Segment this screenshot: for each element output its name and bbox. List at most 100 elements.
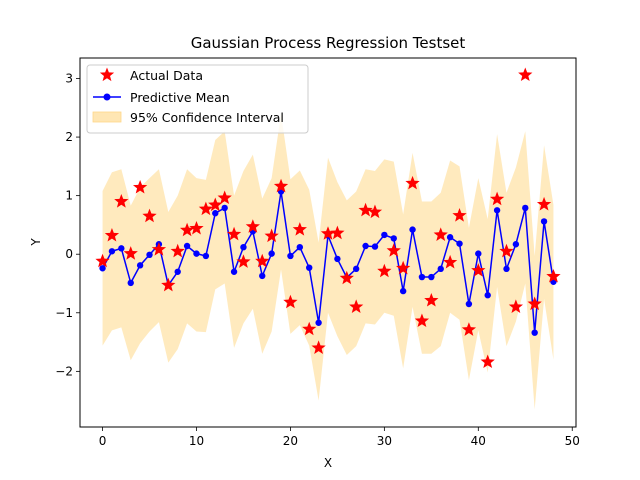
x-tick-label: 50 bbox=[565, 434, 580, 448]
legend-box bbox=[86, 64, 309, 134]
actual-data-point bbox=[330, 225, 345, 240]
actual-data-point bbox=[142, 208, 157, 223]
confidence-band bbox=[102, 113, 554, 410]
actual-data-point bbox=[264, 228, 279, 243]
actual-data-point bbox=[170, 243, 185, 258]
x-tick-label: 40 bbox=[471, 434, 486, 448]
predictive-mean-point bbox=[362, 242, 369, 250]
actual-data-point bbox=[339, 270, 354, 285]
predictive-mean-point bbox=[437, 265, 444, 273]
actual-data-point bbox=[424, 292, 439, 307]
x-axis-ticks: 0 10 20 30 40 50 bbox=[99, 427, 580, 448]
predictive-mean-point bbox=[212, 210, 219, 217]
actual-data-point bbox=[179, 222, 195, 237]
actual-data-point bbox=[546, 268, 561, 283]
y-tick-label: 3 bbox=[65, 72, 73, 86]
actual-data-point bbox=[226, 226, 242, 241]
predictive-mean-point bbox=[493, 207, 501, 214]
actual-data-point bbox=[405, 175, 420, 190]
y-axis-label: Y bbox=[29, 238, 43, 247]
actual-data-point bbox=[508, 299, 524, 313]
predictive-mean-point bbox=[465, 300, 473, 308]
actual-data-point bbox=[114, 194, 129, 208]
predictive-mean-point bbox=[418, 273, 426, 281]
predictive-mean-point bbox=[287, 252, 294, 260]
actual-data-point bbox=[104, 227, 120, 242]
confidence-band-layer bbox=[102, 113, 554, 410]
predictive-mean-point bbox=[428, 273, 435, 281]
actual-data-point bbox=[499, 243, 514, 258]
actual-data-point bbox=[311, 340, 326, 354]
actual-data-point bbox=[471, 263, 486, 277]
chart-title: Gaussian Process Regression Testset bbox=[191, 34, 466, 52]
predictive-mean-point bbox=[352, 265, 360, 273]
actual-data-point bbox=[236, 254, 251, 268]
predictive-mean-point bbox=[221, 204, 228, 212]
actual-data-point bbox=[95, 253, 110, 268]
y-tick-label: 2 bbox=[65, 130, 73, 144]
predictive-mean-point bbox=[183, 242, 191, 250]
actual-data-point bbox=[349, 299, 364, 313]
actual-data-point bbox=[433, 227, 448, 241]
x-tick-label: 10 bbox=[189, 434, 204, 448]
predictive-mean-point bbox=[503, 265, 510, 273]
plot-area bbox=[95, 67, 561, 410]
predictive-mean-point bbox=[540, 218, 548, 225]
x-tick-label: 0 bbox=[99, 434, 107, 448]
actual-data-layer bbox=[95, 67, 561, 369]
x-tick-label: 20 bbox=[283, 434, 298, 448]
actual-data-point bbox=[151, 242, 167, 256]
actual-data-point bbox=[302, 321, 317, 336]
predictive-mean-point bbox=[512, 241, 520, 248]
predictive-mean-point bbox=[259, 272, 266, 280]
actual-data-point bbox=[132, 179, 148, 194]
actual-data-point bbox=[536, 196, 552, 211]
actual-data-point bbox=[217, 190, 232, 205]
predictive-mean-point bbox=[531, 329, 538, 336]
actual-data-point bbox=[358, 202, 373, 217]
actual-data-point bbox=[442, 254, 458, 269]
predictive-mean-point bbox=[381, 231, 388, 239]
predictive-mean-point bbox=[390, 235, 397, 242]
actual-data-point bbox=[377, 263, 392, 278]
x-tick-label: 30 bbox=[377, 434, 392, 448]
predictive-mean-point bbox=[399, 287, 407, 295]
y-tick-label: −2 bbox=[55, 364, 73, 378]
actual-data-point bbox=[396, 260, 411, 275]
predictive-mean-point bbox=[334, 255, 341, 263]
predictive-mean-point bbox=[296, 243, 304, 251]
legend-label-mean: Predictive Mean bbox=[130, 90, 230, 105]
predictive-mean-point bbox=[146, 251, 153, 258]
predictive-mean-point bbox=[522, 204, 529, 212]
actual-data-point bbox=[518, 67, 533, 82]
y-axis-ticks: −2 −1 0 1 2 3 bbox=[55, 72, 80, 378]
legend-star-marker-icon bbox=[99, 67, 115, 82]
actual-data-point bbox=[452, 208, 467, 222]
predictive-mean-point bbox=[174, 268, 181, 275]
axes-frame bbox=[79, 57, 577, 428]
predictive-mean-point bbox=[108, 248, 116, 255]
predictive-mean-point bbox=[202, 252, 210, 260]
actual-data-point bbox=[292, 222, 307, 236]
predictive-mean-point bbox=[118, 245, 125, 252]
x-axis-label: X bbox=[324, 456, 332, 470]
actual-data-point bbox=[461, 322, 477, 336]
actual-data-point bbox=[283, 294, 298, 309]
actual-data-point bbox=[273, 178, 289, 193]
legend-label-actual: Actual Data bbox=[130, 68, 203, 83]
predictive-mean-point bbox=[127, 279, 134, 287]
predictive-mean-point bbox=[315, 319, 322, 326]
predictive-mean-point bbox=[409, 226, 416, 233]
predictive-mean-point bbox=[446, 234, 454, 241]
y-tick-label: 0 bbox=[65, 247, 73, 261]
actual-data-point bbox=[527, 296, 542, 311]
actual-data-point bbox=[245, 219, 260, 233]
y-tick-label: 1 bbox=[65, 189, 73, 203]
actual-data-point bbox=[320, 226, 336, 240]
actual-data-point bbox=[489, 191, 505, 206]
actual-data-point bbox=[255, 253, 270, 268]
actual-data-point bbox=[198, 201, 214, 216]
predictive-mean-point bbox=[136, 262, 144, 269]
y-tick-label: −1 bbox=[55, 306, 73, 320]
